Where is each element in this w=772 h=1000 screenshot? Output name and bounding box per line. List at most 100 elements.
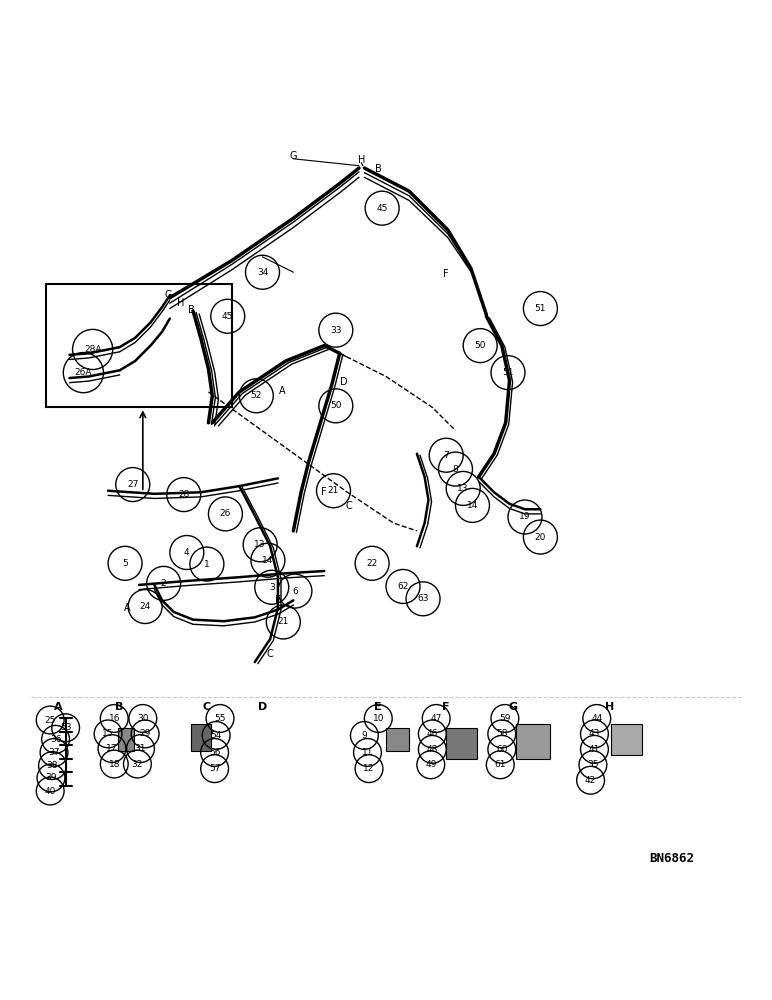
- Text: B: B: [375, 164, 381, 174]
- Text: 32: 32: [132, 760, 143, 769]
- Text: 9: 9: [361, 731, 367, 740]
- Text: 14: 14: [467, 501, 478, 510]
- Text: A: A: [279, 386, 285, 396]
- Text: A: A: [124, 603, 130, 613]
- Text: 58: 58: [496, 729, 507, 738]
- Text: 30: 30: [137, 714, 148, 723]
- Bar: [191, 724, 211, 751]
- Text: 50: 50: [330, 401, 341, 410]
- Text: 60: 60: [496, 745, 507, 754]
- Text: B: B: [188, 305, 195, 315]
- Text: F: F: [321, 487, 327, 497]
- Text: 46: 46: [427, 729, 438, 738]
- Bar: [386, 728, 409, 751]
- Text: 16: 16: [109, 714, 120, 723]
- Text: 1: 1: [204, 560, 210, 569]
- Text: 31: 31: [135, 744, 146, 753]
- Text: 62: 62: [398, 582, 408, 591]
- Text: G: G: [164, 290, 172, 300]
- Text: 55: 55: [215, 714, 225, 723]
- Text: E: E: [374, 702, 382, 712]
- Text: 50: 50: [475, 341, 486, 350]
- Text: H: H: [357, 155, 365, 165]
- Text: 35: 35: [587, 760, 598, 769]
- Bar: [446, 728, 477, 759]
- Text: 6: 6: [292, 587, 298, 596]
- Text: C: C: [203, 702, 211, 712]
- Text: 13: 13: [255, 540, 266, 549]
- Text: 15: 15: [103, 729, 113, 738]
- Text: 18: 18: [109, 760, 120, 769]
- Bar: [611, 724, 642, 755]
- Text: F: F: [443, 269, 449, 279]
- Text: 14: 14: [262, 556, 273, 565]
- Text: G: G: [509, 702, 518, 712]
- Text: C: C: [267, 649, 273, 659]
- Text: G: G: [290, 151, 297, 161]
- Text: 20: 20: [535, 533, 546, 542]
- Text: 45: 45: [222, 312, 233, 321]
- Bar: [46, 284, 232, 407]
- Text: 26: 26: [220, 509, 231, 518]
- Text: 19: 19: [520, 512, 530, 521]
- Text: 52: 52: [251, 391, 262, 400]
- Text: 13: 13: [458, 484, 469, 493]
- Text: 8: 8: [452, 465, 459, 474]
- Text: 24: 24: [140, 602, 151, 611]
- Text: D: D: [258, 702, 267, 712]
- Text: 28: 28: [178, 490, 189, 499]
- Text: F: F: [442, 702, 450, 712]
- Text: 26A: 26A: [75, 368, 92, 377]
- Text: 51: 51: [503, 368, 513, 377]
- Text: 22: 22: [367, 559, 378, 568]
- Text: 56: 56: [209, 748, 220, 757]
- Text: 7: 7: [443, 451, 449, 460]
- Text: 61: 61: [495, 760, 506, 769]
- Text: 53: 53: [60, 723, 71, 732]
- Text: E: E: [275, 595, 281, 605]
- Text: 40: 40: [45, 787, 56, 796]
- Text: H: H: [177, 298, 185, 308]
- Text: 36: 36: [50, 735, 61, 744]
- Text: 39: 39: [46, 773, 56, 782]
- Text: C: C: [346, 501, 352, 511]
- Text: 3: 3: [269, 583, 275, 592]
- Text: 51: 51: [535, 304, 546, 313]
- Text: 34: 34: [257, 268, 268, 277]
- Text: BN6862: BN6862: [649, 852, 694, 865]
- Text: 2: 2: [161, 579, 167, 588]
- Text: 59: 59: [499, 714, 510, 723]
- Text: 38: 38: [47, 761, 58, 770]
- Text: B: B: [116, 702, 124, 712]
- Text: 27: 27: [127, 480, 138, 489]
- Bar: [516, 724, 550, 759]
- Text: 17: 17: [107, 744, 117, 753]
- Text: 47: 47: [431, 714, 442, 723]
- Text: 48: 48: [427, 745, 438, 754]
- Text: 45: 45: [377, 204, 388, 213]
- Text: 25: 25: [45, 716, 56, 725]
- Text: 63: 63: [418, 594, 428, 603]
- Text: 49: 49: [425, 760, 436, 769]
- Text: H: H: [605, 702, 615, 712]
- Text: D: D: [340, 377, 347, 387]
- Text: 37: 37: [49, 748, 59, 757]
- Text: 29: 29: [140, 729, 151, 738]
- Text: 12: 12: [364, 764, 374, 773]
- Text: 21: 21: [328, 486, 339, 495]
- Text: 44: 44: [591, 714, 602, 723]
- Text: 5: 5: [122, 559, 128, 568]
- Text: 4: 4: [184, 548, 190, 557]
- Text: A: A: [53, 702, 63, 712]
- Text: 54: 54: [211, 731, 222, 740]
- Text: 11: 11: [362, 748, 373, 757]
- Text: 42: 42: [585, 776, 596, 785]
- Text: 43: 43: [589, 729, 600, 738]
- Text: 10: 10: [373, 714, 384, 723]
- Text: 41: 41: [589, 745, 600, 754]
- Text: 21: 21: [278, 617, 289, 626]
- Text: 57: 57: [209, 764, 220, 773]
- Text: 28A: 28A: [84, 345, 101, 354]
- Text: 33: 33: [330, 326, 341, 335]
- Bar: [118, 728, 134, 751]
